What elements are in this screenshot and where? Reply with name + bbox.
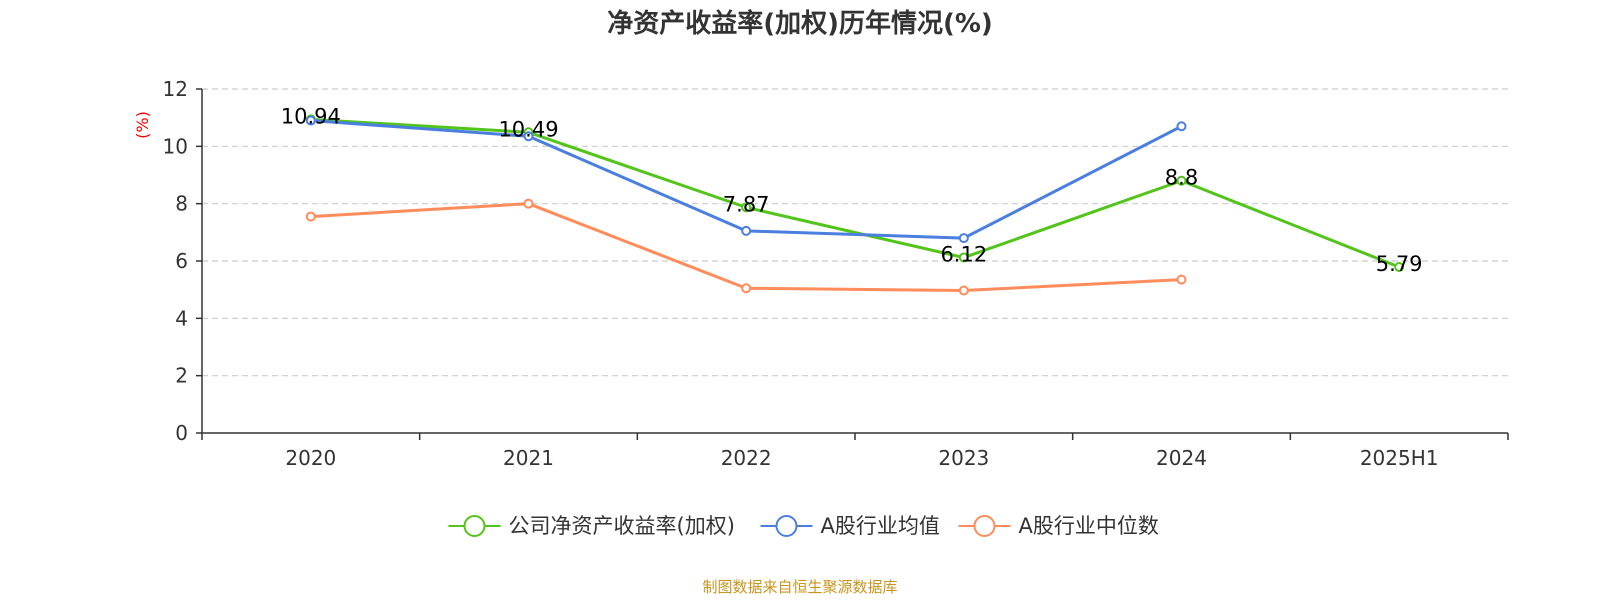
data-label: 5.79 bbox=[1376, 252, 1423, 276]
data-label: 8.8 bbox=[1165, 166, 1198, 190]
legend-item-2[interactable]: A股行业中位数 bbox=[959, 514, 1159, 538]
x-tick-label: 2023 bbox=[938, 446, 989, 470]
series-line bbox=[311, 121, 1182, 239]
data-point[interactable] bbox=[742, 284, 750, 292]
legend-marker bbox=[975, 516, 995, 536]
axes: 0 2 4 6 8 10 12 2020 2021 2022 2023 2024 2025H1 bbox=[163, 77, 1508, 470]
y-tick-label: 10 bbox=[163, 134, 188, 158]
legend-label: A股行业均值 bbox=[821, 514, 940, 538]
data-point[interactable] bbox=[307, 213, 315, 221]
x-tick-label: 2022 bbox=[721, 446, 772, 470]
series-1 bbox=[307, 117, 1186, 243]
y-tick-label: 6 bbox=[175, 249, 188, 273]
data-point[interactable] bbox=[960, 287, 968, 295]
source-note: 制图数据来自恒生聚源数据库 bbox=[702, 578, 897, 596]
legend-label: A股行业中位数 bbox=[1019, 514, 1159, 538]
chart-title: 净资产收益率(加权)历年情况(%) bbox=[607, 8, 993, 39]
data-label: 7.87 bbox=[723, 192, 770, 216]
data-point[interactable] bbox=[525, 200, 533, 208]
x-tick-label: 2020 bbox=[285, 446, 336, 470]
series-0 bbox=[307, 115, 1403, 271]
legend-item-1[interactable]: A股行业均值 bbox=[761, 514, 940, 538]
y-axis-unit-label: (%) bbox=[133, 111, 152, 139]
roe-line-chart: 净资产收益率(加权)历年情况(%) (%) 0 2 4 6 8 10 12 2020 2021 2… bbox=[0, 0, 1600, 600]
y-tick-label: 4 bbox=[175, 306, 188, 330]
data-point[interactable] bbox=[960, 234, 968, 242]
legend-marker bbox=[465, 516, 485, 536]
series-line bbox=[311, 204, 1182, 291]
legend-marker bbox=[777, 516, 797, 536]
data-label: 10.49 bbox=[498, 117, 558, 141]
data-label: 10.94 bbox=[281, 104, 341, 128]
data-point[interactable] bbox=[1178, 122, 1186, 130]
data-point[interactable] bbox=[742, 227, 750, 235]
series-line bbox=[311, 119, 1399, 267]
data-label: 6.12 bbox=[940, 243, 987, 267]
y-tick-label: 0 bbox=[175, 421, 188, 445]
y-tick-label: 8 bbox=[175, 192, 188, 216]
x-tick-label: 2024 bbox=[1156, 446, 1207, 470]
data-point[interactable] bbox=[1178, 276, 1186, 284]
y-tick-label: 12 bbox=[163, 77, 188, 101]
legend-item-0[interactable]: 公司净资产收益率(加权) bbox=[449, 514, 735, 538]
x-tick-label: 2021 bbox=[503, 446, 554, 470]
y-tick-label: 2 bbox=[175, 364, 188, 388]
series bbox=[307, 115, 1403, 294]
x-tick-label: 2025H1 bbox=[1360, 446, 1439, 470]
legend-label: 公司净资产收益率(加权) bbox=[509, 514, 735, 538]
legend: 公司净资产收益率(加权) A股行业均值 A股行业中位数 bbox=[449, 514, 1159, 538]
